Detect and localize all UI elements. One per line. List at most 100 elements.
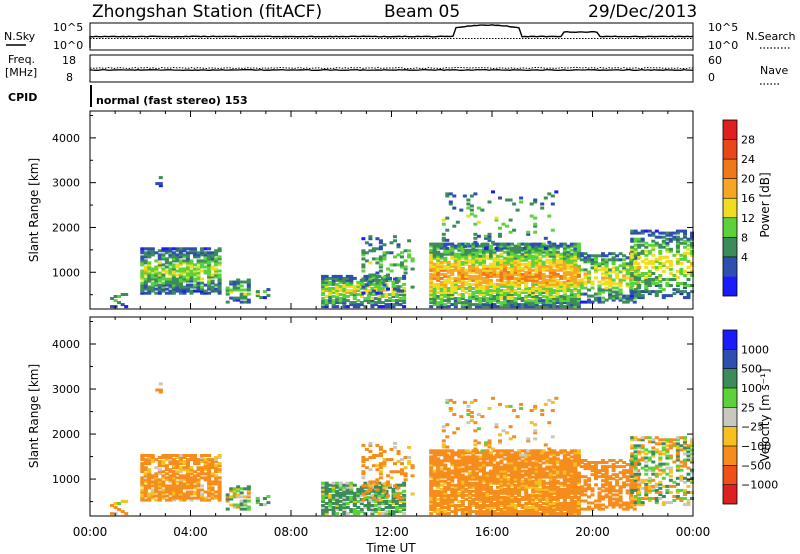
echo-cell: [164, 466, 169, 470]
echo-cell: [467, 475, 472, 479]
echo-cell: [225, 288, 230, 292]
echo-cell: [534, 301, 539, 305]
echo-cell: [555, 506, 560, 509]
echo-cell: [147, 291, 152, 295]
echo-cell: [590, 493, 595, 497]
echo-cell: [200, 289, 204, 293]
echo-cell: [155, 388, 160, 392]
echo-cell: [548, 295, 553, 298]
echo-cell: [622, 262, 627, 266]
echo-cell: [517, 497, 522, 501]
echo-cell: [391, 499, 396, 503]
echo-cell: [457, 256, 462, 260]
echo-cell: [513, 453, 518, 457]
echo-cell: [489, 477, 493, 481]
echo-cell: [395, 299, 399, 303]
echo-cell: [436, 483, 441, 487]
echo-cell: [157, 482, 162, 486]
echo-cell: [361, 472, 366, 476]
echo-cell: [361, 464, 366, 468]
echo-cell: [562, 250, 567, 254]
echo-cell: [439, 471, 444, 475]
echo-cell: [366, 295, 371, 298]
echo-cell: [520, 495, 525, 499]
echo-cell: [338, 297, 343, 300]
echo-cell: [496, 293, 500, 296]
echo-cell: [569, 469, 574, 473]
echo-cell: [157, 464, 162, 468]
echo-cell: [338, 287, 343, 290]
echo-cell: [594, 258, 598, 262]
echo-cell: [214, 253, 219, 257]
freq-trace: [89, 68, 694, 72]
echo-cell: [393, 445, 397, 449]
echo-cell: [391, 280, 396, 284]
echo-cell: [474, 485, 479, 489]
echo-cell: [161, 460, 166, 464]
echo-cell: [439, 295, 444, 298]
echo-cell: [175, 488, 180, 492]
echo-cell: [541, 471, 546, 475]
echo-cell: [207, 486, 212, 490]
echo-cell: [345, 481, 350, 485]
echo-cell: [552, 497, 557, 501]
echo-cell: [524, 487, 529, 491]
echo-cell: [450, 483, 455, 487]
echo-cell: [576, 449, 581, 453]
echo-cell: [506, 242, 511, 246]
echo-cell: [625, 491, 630, 495]
echo-cell: [640, 239, 645, 243]
echo-cell: [513, 483, 518, 487]
echo-cell: [356, 493, 361, 497]
echo-cell: [555, 246, 560, 250]
echo-cell: [573, 244, 578, 248]
echo-cell: [545, 295, 550, 298]
echo-cell: [436, 264, 441, 268]
echo-cell: [396, 460, 401, 464]
echo-cell: [524, 457, 529, 461]
echo-cell: [629, 260, 634, 264]
echo-cell: [171, 454, 176, 457]
echo-cell: [464, 256, 469, 260]
echo-cell: [573, 246, 578, 250]
echo-cell: [508, 404, 513, 408]
echo-cell: [207, 263, 212, 267]
echo-cell: [527, 252, 532, 256]
echo-cell: [506, 463, 511, 467]
echo-cell: [469, 204, 474, 208]
echo-cell: [210, 273, 215, 277]
echo-cell: [140, 249, 145, 253]
echo-cell: [175, 277, 180, 281]
echo-cell: [150, 251, 155, 255]
colorbar-tick-label: 8: [741, 231, 748, 244]
echo-cell: [661, 294, 666, 298]
echo-cell: [113, 299, 118, 303]
echo-cell: [439, 451, 444, 455]
echo-cell: [485, 266, 490, 270]
echo-cell: [474, 270, 479, 274]
echo-cell: [439, 491, 444, 495]
echo-cell: [402, 512, 407, 516]
echo-cell: [203, 251, 208, 255]
echo-cell: [147, 468, 152, 472]
echo-cell: [474, 282, 479, 286]
echo-cell: [446, 297, 451, 300]
echo-cell: [175, 263, 180, 267]
echo-cell: [450, 280, 455, 284]
echo-cell: [200, 492, 204, 496]
echo-cell: [324, 495, 329, 499]
echo-cell: [510, 260, 515, 264]
echo-cell: [393, 494, 397, 498]
echo-cell: [690, 261, 694, 265]
echo-cell: [364, 490, 369, 494]
echo-cell: [573, 453, 578, 457]
echo-cell: [559, 491, 564, 495]
echo-cell: [467, 250, 472, 254]
echo-cell: [471, 260, 476, 264]
echo-cell: [178, 468, 183, 472]
echo-cell: [460, 266, 465, 270]
echo-cell: [524, 278, 529, 282]
echo-cell: [207, 476, 212, 480]
echo-cell: [335, 282, 340, 286]
echo-cell: [482, 457, 486, 461]
